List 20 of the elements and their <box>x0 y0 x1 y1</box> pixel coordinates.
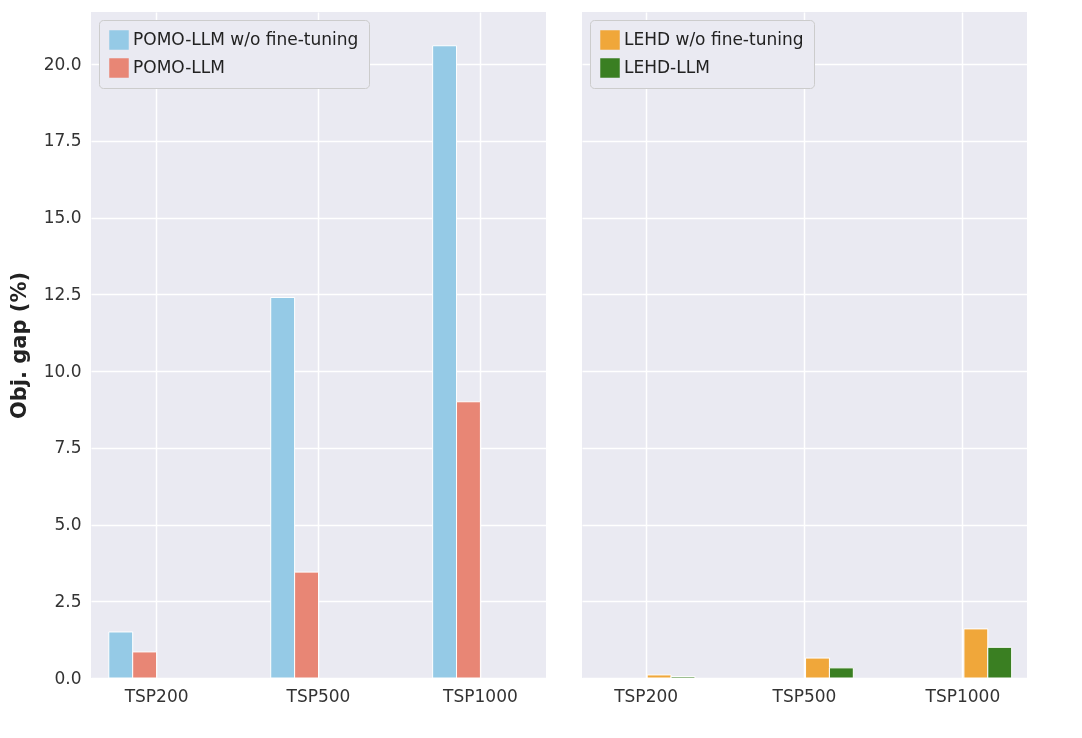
x-tick-label: TSP500 <box>285 685 351 706</box>
y-tick-label: 17.5 <box>43 130 82 151</box>
y-tick-label: 10.0 <box>43 360 82 381</box>
y-tick-label: 7.5 <box>54 437 82 458</box>
x-tick-label: TSP500 <box>771 685 837 706</box>
y-tick-label: 0.0 <box>54 667 82 688</box>
x-tick-label: TSP1000 <box>924 685 1001 706</box>
legend-label: POMO-LLM w/o fine-tuning <box>133 29 359 49</box>
y-tick-label: 15.0 <box>43 207 82 228</box>
y-axis-title: Obj. gap (%) <box>6 271 31 420</box>
x-tick-label: TSP200 <box>123 685 189 706</box>
y-tick-label: 20.0 <box>43 53 82 74</box>
y-tick-label: 5.0 <box>54 514 82 535</box>
x-tick-label: TSP1000 <box>442 685 518 706</box>
y-tick-label: 12.5 <box>43 283 82 304</box>
x-tick-label: TSP200 <box>613 685 679 706</box>
legend-label: LEHD w/o fine-tuning <box>624 29 804 49</box>
legend-label: LEHD-LLM <box>624 57 710 77</box>
legend-label: POMO-LLM <box>133 57 225 77</box>
y-tick-label: 2.5 <box>54 590 82 611</box>
